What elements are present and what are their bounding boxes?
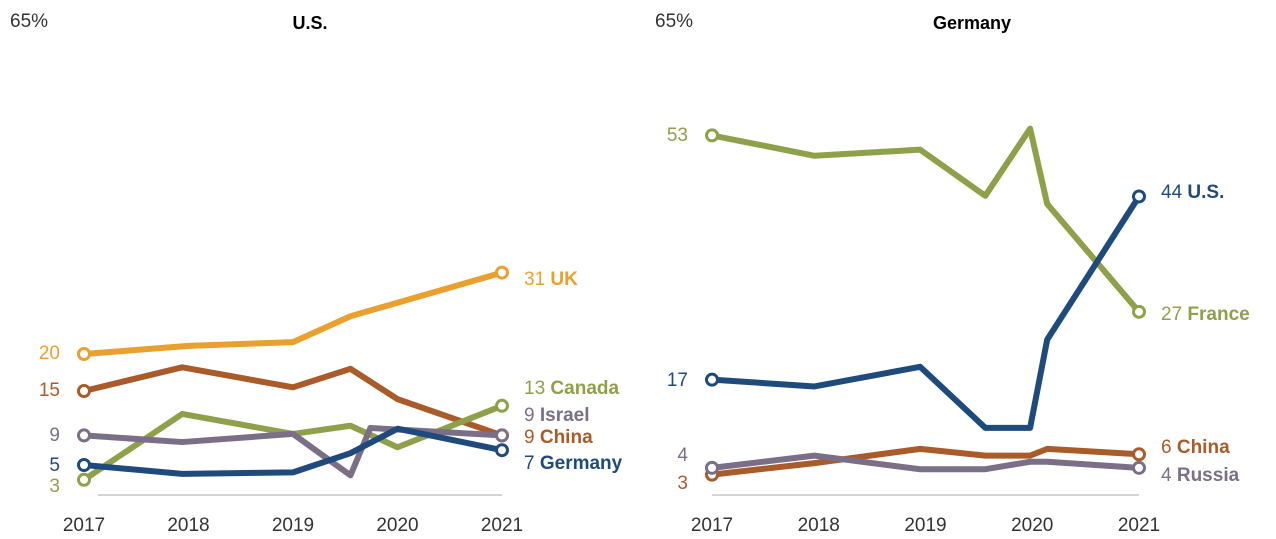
x-tick-label: 2017 [63, 515, 105, 536]
series-name: U.S. [1187, 182, 1224, 203]
start-label: 17 [667, 370, 688, 391]
start-label: 9 [49, 425, 60, 446]
end-label: 44 U.S. [1161, 182, 1224, 203]
x-tick-label: 2019 [272, 515, 314, 536]
x-tick-label: 2020 [376, 515, 418, 536]
end-value: 13 [524, 378, 545, 399]
x-tick-label: 2018 [167, 515, 209, 536]
line [82, 403, 504, 483]
start-label: 15 [39, 380, 60, 401]
end-marker [1132, 447, 1146, 462]
start-label: 3 [49, 476, 60, 497]
end-marker [77, 428, 91, 443]
end-value: 44 [1161, 182, 1183, 203]
end-value: 7 [524, 453, 535, 474]
end-marker [1132, 460, 1146, 475]
line [711, 452, 1140, 473]
y-tick-label: 65% [10, 11, 48, 32]
end-marker [77, 472, 91, 487]
end-value: 4 [1161, 465, 1172, 486]
y-tick-label: 65% [655, 11, 693, 32]
start-label: 4 [677, 445, 688, 466]
end-marker [495, 428, 509, 443]
end-marker [77, 458, 91, 472]
end-value: 31 [524, 269, 545, 290]
end-marker [705, 460, 719, 475]
end-label: 9 Israel [524, 405, 590, 426]
end-marker [77, 347, 91, 361]
end-label: 9 China [524, 427, 593, 448]
series-name: Israel [540, 405, 590, 426]
end-marker [495, 443, 509, 458]
series-name: China [1177, 437, 1230, 458]
line [83, 269, 503, 357]
series-name: Russia [1177, 465, 1240, 486]
start-label: 3 [677, 473, 688, 494]
start-label: 53 [667, 125, 688, 146]
line [83, 425, 503, 477]
line [711, 445, 1140, 478]
end-label: 13 Canada [524, 378, 619, 399]
end-label: 7 Germany [524, 453, 623, 474]
end-value: 9 [524, 427, 535, 448]
end-marker [1132, 304, 1146, 319]
start-label: 5 [49, 455, 60, 476]
end-marker [77, 384, 91, 398]
series-name: Canada [550, 378, 619, 399]
line [711, 194, 1142, 431]
chart-title: U.S. [292, 13, 327, 33]
end-label: 27 France [1161, 304, 1250, 325]
x-tick-label: 2018 [798, 515, 840, 536]
end-value: 9 [524, 405, 535, 426]
end-label: 6 China [1161, 437, 1230, 458]
chart-title: Germany [933, 13, 1011, 33]
end-marker [705, 128, 719, 143]
start-label: 20 [39, 343, 60, 364]
end-marker [705, 372, 719, 387]
end-marker [1132, 189, 1146, 204]
end-label: 4 Russia [1161, 465, 1240, 486]
line [711, 125, 1142, 314]
series-name: China [540, 427, 593, 448]
x-tick-label: 2020 [1011, 515, 1053, 536]
series-name: UK [550, 269, 578, 290]
x-tick-label: 2021 [1118, 515, 1160, 536]
x-tick-label: 2019 [904, 515, 946, 536]
series-name: Germany [540, 453, 623, 474]
x-tick-label: 2021 [481, 515, 523, 536]
end-label: 31 UK [524, 269, 578, 290]
end-value: 27 [1161, 304, 1182, 325]
end-value: 6 [1161, 437, 1172, 458]
series-name: France [1187, 304, 1249, 325]
end-marker [495, 265, 509, 280]
end-marker [495, 398, 509, 413]
x-tick-label: 2017 [691, 515, 733, 536]
line [83, 364, 503, 439]
